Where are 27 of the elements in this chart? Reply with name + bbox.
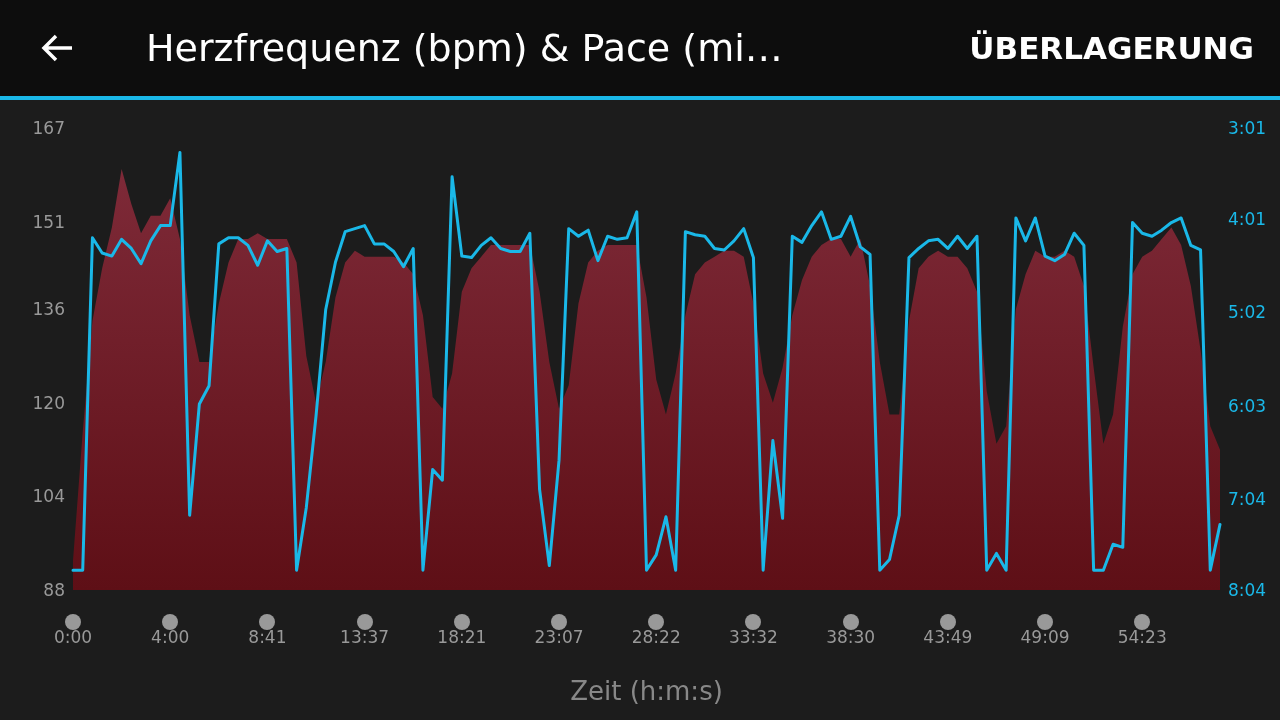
x-tick-label: 33:32	[728, 626, 778, 647]
y2-tick-label: 7:04	[1228, 488, 1267, 509]
text: ÜBERLAGERUNG	[969, 30, 1254, 66]
x-tick-label: 0:00	[53, 626, 93, 647]
x-tick-label: 49:09	[1020, 626, 1070, 647]
x-tick-label: 13:37	[340, 626, 390, 647]
y-tick-label: 136	[32, 299, 65, 320]
x-tick-label: 18:21	[437, 626, 487, 647]
x-tick-label: 8:41	[248, 626, 287, 647]
chart-title: Herzfrequenz (bpm) & Pace (mi…	[146, 26, 784, 70]
x-tick-label: 54:23	[1117, 626, 1167, 647]
y2-tick-label: 6:03	[1228, 395, 1267, 416]
y2-tick-label: 8:04	[1228, 580, 1267, 600]
x-tick-label: 38:30	[826, 626, 876, 647]
x-tick-label: 23:07	[534, 626, 584, 647]
x-axis-title: Zeit (h:m:s)	[570, 676, 723, 706]
x-tick-label: 4:00	[151, 626, 190, 647]
y-tick-label: 151	[32, 211, 65, 232]
y-tick-label: 167	[32, 118, 65, 138]
x-tick-label: 43:49	[923, 626, 973, 647]
x-tick-label: 28:22	[631, 626, 681, 647]
y-tick-label: 120	[32, 392, 65, 413]
y-tick-label: 104	[32, 486, 65, 507]
y2-tick-label: 3:01	[1228, 118, 1267, 138]
y2-tick-label: 4:01	[1228, 209, 1267, 230]
y-tick-label: 88	[43, 580, 65, 600]
y2-tick-label: 5:02	[1228, 302, 1267, 323]
